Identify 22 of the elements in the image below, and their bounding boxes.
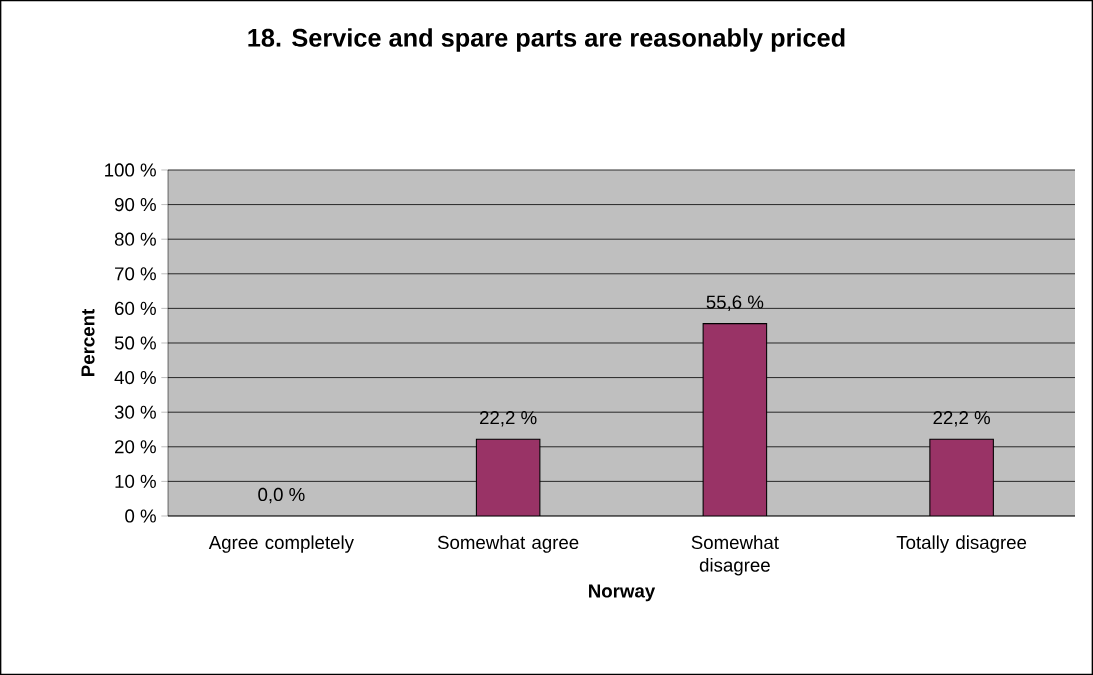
y-tick-label: 60 % xyxy=(115,301,156,315)
y-tick-label: 40 % xyxy=(114,370,156,385)
x-tick-label: Agree completely xyxy=(208,535,354,553)
x-axis-title: Norway xyxy=(589,584,656,602)
y-tick-label: 50 % xyxy=(114,336,156,350)
y-tick-label: 90 % xyxy=(114,197,156,212)
x-tick-label: Somewhat disagree xyxy=(691,535,779,576)
y-axis-title: Percent xyxy=(81,309,95,376)
y-tick-label: 80 % xyxy=(114,232,156,246)
data-label: 22,2 % xyxy=(480,411,537,427)
chart-title: 18. Service and spare parts are reasonably priced xyxy=(248,28,845,52)
x-tick-label: Totally disagree xyxy=(896,535,1027,553)
y-tick-label: 0 % xyxy=(125,509,156,523)
y-tick-label: 20 % xyxy=(115,440,156,454)
data-label: 22,2 % xyxy=(933,411,990,427)
data-label: 0,0 % xyxy=(258,487,305,504)
y-tick-label: 10 % xyxy=(115,474,156,488)
y-tick-label: 100 % xyxy=(105,163,156,177)
data-label: 55,6 % xyxy=(706,295,764,311)
y-tick-label: 70 % xyxy=(115,267,156,281)
x-tick-label: Somewhat agree xyxy=(437,535,579,553)
y-tick-label: 30 % xyxy=(114,405,156,419)
